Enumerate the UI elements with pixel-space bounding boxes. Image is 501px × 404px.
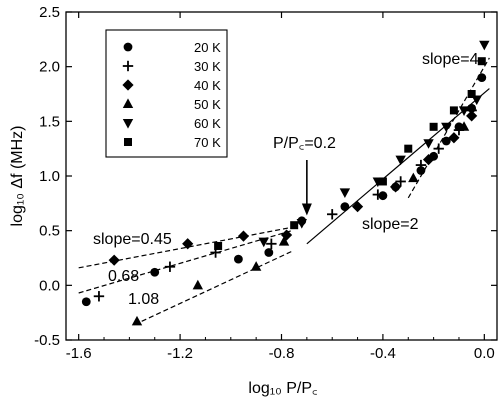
fit-line-label: slope=2	[362, 216, 419, 233]
y-tick-label: 0.0	[39, 277, 60, 294]
data-point	[214, 241, 223, 250]
data-point	[441, 122, 452, 133]
data-point	[266, 238, 277, 249]
data-point	[422, 154, 435, 166]
legend-label: 50 K	[194, 97, 221, 112]
data-point	[477, 73, 487, 82]
data-point	[234, 254, 243, 264]
data-point	[296, 219, 307, 229]
legend-marker	[122, 60, 134, 72]
data-point	[93, 291, 105, 302]
y-tick-label: 1.5	[39, 113, 60, 130]
data-point	[327, 209, 338, 220]
data-point	[404, 144, 413, 153]
data-point	[340, 202, 350, 212]
data-point	[378, 177, 387, 186]
data-point	[250, 261, 262, 271]
fit-line-label: slope=0.45	[93, 231, 172, 248]
data-point	[449, 106, 458, 115]
data-point	[280, 229, 293, 241]
data-point	[416, 166, 426, 175]
legend-label: 20 K	[194, 40, 221, 55]
legend-label: 70 K	[194, 135, 221, 150]
y-tick-label: 2.0	[39, 59, 60, 76]
fit-line-label: 1.08	[128, 291, 159, 308]
x-axis-title: log₁₀ P/P꜀	[248, 380, 317, 397]
legend-marker	[124, 138, 132, 146]
x-tick-label: -1.2	[167, 345, 193, 362]
fit-line-label: 0.68	[108, 268, 139, 285]
fit-line	[407, 57, 490, 199]
legend-label: 60 K	[194, 116, 221, 131]
data-point	[479, 40, 490, 51]
data-point	[467, 90, 476, 98]
fit-line	[306, 88, 490, 245]
data-point	[458, 121, 470, 131]
x-tick-label: 0.0	[474, 345, 495, 362]
data-point	[81, 297, 91, 307]
data-point	[150, 267, 160, 277]
legend-label: 30 K	[194, 59, 221, 74]
legend-marker	[122, 79, 134, 91]
data-point	[458, 106, 470, 116]
data-point	[164, 261, 176, 272]
data-point	[258, 237, 269, 248]
data-point	[339, 188, 351, 198]
legend-marker	[123, 42, 133, 52]
data-point	[182, 238, 194, 250]
data-point	[429, 122, 438, 131]
data-point	[448, 132, 460, 144]
data-point	[278, 236, 290, 246]
annotation-arrow-head	[301, 203, 312, 216]
legend-label: 40 K	[194, 78, 221, 93]
data-point	[423, 139, 434, 149]
data-point	[372, 189, 384, 200]
data-point	[395, 155, 406, 166]
data-point	[264, 248, 274, 257]
data-point	[351, 201, 364, 213]
fit-line	[78, 230, 292, 294]
y-tick-label: 0.5	[39, 223, 60, 240]
fit-line-label: slope=4	[422, 51, 479, 68]
data-point	[408, 172, 419, 183]
fit-line	[134, 250, 292, 326]
data-point	[378, 191, 388, 201]
data-point	[389, 181, 402, 193]
y-tick-label: 1.0	[39, 168, 60, 185]
annotation-label: P/P꜀=0.2	[273, 135, 336, 152]
data-point	[237, 230, 250, 242]
data-point	[466, 110, 478, 122]
x-tick-label: -0.8	[269, 345, 295, 362]
data-point	[441, 136, 451, 146]
data-point	[433, 143, 444, 154]
y-tick-label: -0.5	[34, 332, 60, 349]
legend-box	[105, 29, 228, 158]
data-point	[415, 159, 427, 171]
data-point	[395, 176, 406, 187]
legend-marker	[122, 98, 134, 108]
legend-marker	[122, 119, 134, 129]
data-point	[192, 279, 204, 290]
data-point	[290, 221, 299, 230]
x-tick-label: -1.6	[66, 345, 92, 362]
data-point	[131, 315, 143, 326]
y-tick-label: 2.5	[39, 4, 60, 21]
x-tick-label: -0.4	[370, 345, 396, 362]
y-axis-title: log₁₀ Δf (MHz)	[9, 126, 26, 227]
data-point	[477, 57, 486, 66]
data-point	[108, 254, 120, 266]
